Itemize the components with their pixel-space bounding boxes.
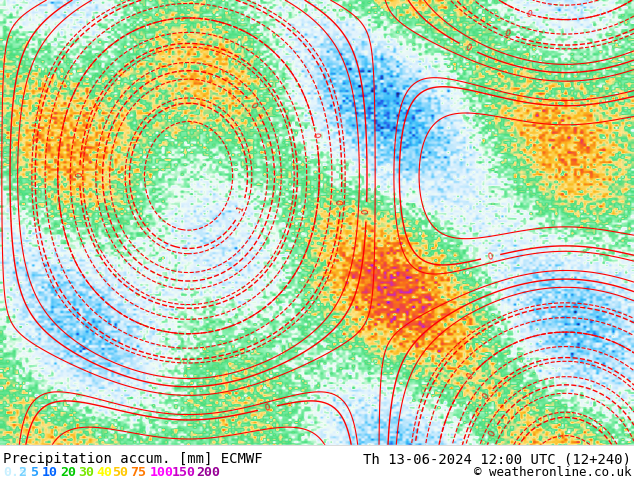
Text: 150: 150 xyxy=(172,466,196,479)
Text: 0: 0 xyxy=(487,252,495,262)
Text: 0: 0 xyxy=(311,132,321,139)
Text: 100: 100 xyxy=(150,466,174,479)
Text: 0: 0 xyxy=(481,392,491,401)
Text: 0: 0 xyxy=(75,172,84,177)
Text: -1: -1 xyxy=(235,204,247,215)
Text: 40: 40 xyxy=(96,466,112,479)
Text: 0.5: 0.5 xyxy=(3,466,27,479)
Text: 0: 0 xyxy=(465,372,476,382)
Text: 0: 0 xyxy=(525,9,533,19)
Text: 0: 0 xyxy=(336,199,346,205)
Text: 20: 20 xyxy=(60,466,76,479)
Text: -1: -1 xyxy=(615,458,626,468)
Text: 0: 0 xyxy=(382,483,392,488)
Text: 0: 0 xyxy=(502,28,511,38)
Text: 5: 5 xyxy=(30,466,38,479)
Text: 2: 2 xyxy=(18,466,26,479)
Text: 0: 0 xyxy=(464,43,473,53)
Text: 200: 200 xyxy=(196,466,220,479)
Text: 0: 0 xyxy=(487,429,498,438)
Text: 0: 0 xyxy=(249,101,259,111)
Text: Precipitation accum. [mm] ECMWF: Precipitation accum. [mm] ECMWF xyxy=(3,452,262,466)
Text: 10: 10 xyxy=(42,466,58,479)
Text: 50: 50 xyxy=(112,466,128,479)
Text: 0: 0 xyxy=(264,403,271,413)
Text: 75: 75 xyxy=(130,466,146,479)
Text: 0: 0 xyxy=(362,209,371,215)
Text: 0: 0 xyxy=(410,447,419,454)
Text: 30: 30 xyxy=(78,466,94,479)
Text: Th 13-06-2024 12:00 UTC (12+240): Th 13-06-2024 12:00 UTC (12+240) xyxy=(363,452,631,466)
Text: © weatheronline.co.uk: © weatheronline.co.uk xyxy=(474,466,631,479)
